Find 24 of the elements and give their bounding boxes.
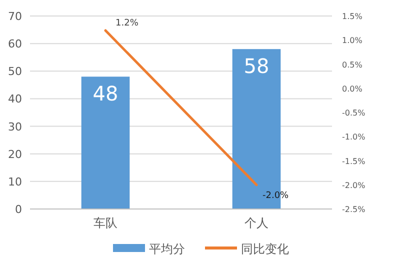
y-tick-label: 10 xyxy=(8,175,22,188)
y-tick-label: 50 xyxy=(8,65,22,78)
y-tick-label: 60 xyxy=(8,38,22,51)
y-tick-label: 30 xyxy=(8,120,22,134)
data-label: 48 xyxy=(92,82,118,106)
data-label: 1.2% xyxy=(116,18,139,28)
legend-label: 同比变化 xyxy=(241,242,289,256)
x-tick-label: 个人 xyxy=(244,216,268,230)
y-tick-label: 0 xyxy=(15,203,22,216)
y2-tick-label: -2.5% xyxy=(342,205,366,214)
y2-tick-label: 0.0% xyxy=(342,84,363,94)
y2-tick-label: -0.5% xyxy=(342,108,366,118)
y2-tick-label: 0.5% xyxy=(342,60,363,70)
data-label: 58 xyxy=(244,54,270,78)
y2-tick-label: 1.0% xyxy=(342,36,363,46)
y-tick-label: 70 xyxy=(8,10,22,23)
y2-tick-label: -1.0% xyxy=(342,132,366,142)
y-tick-label: 20 xyxy=(8,148,22,161)
y2-tick-label: 1.5% xyxy=(342,12,363,21)
legend-label: 平均分 xyxy=(149,242,185,256)
y-tick-label: 40 xyxy=(8,92,22,106)
x-tick-label: 车队 xyxy=(94,216,118,230)
y2-tick-label: -1.5% xyxy=(342,156,366,166)
y2-tick-label: -2.0% xyxy=(342,180,366,190)
